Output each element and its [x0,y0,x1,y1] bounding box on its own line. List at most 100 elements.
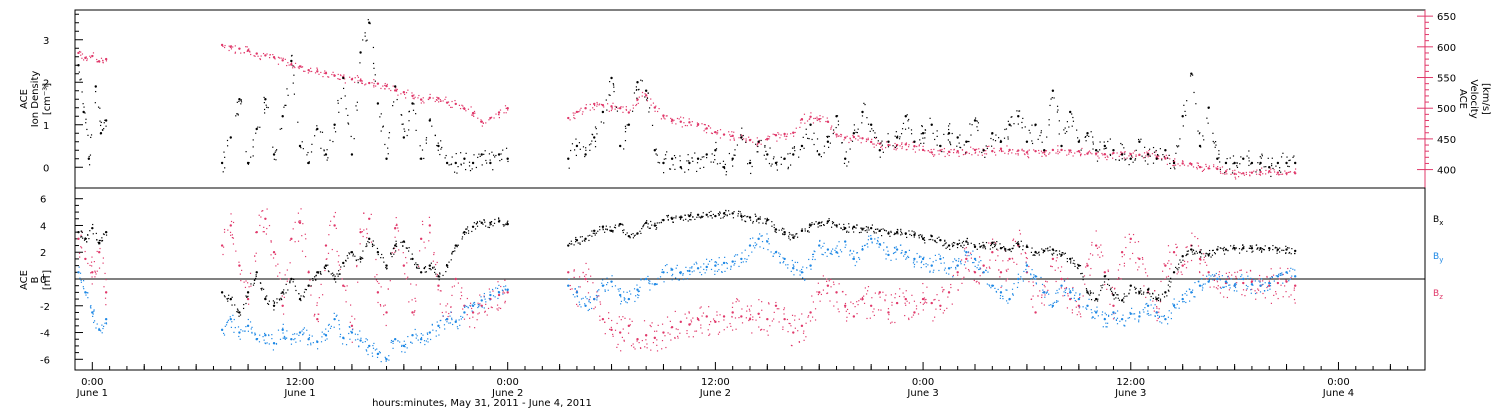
by-dot [792,264,794,266]
velocity-dot [337,78,339,80]
velocity-dot [918,149,920,151]
by-dot [397,340,399,342]
bz-point [1164,264,1167,267]
bz-dot [1200,259,1202,261]
velocity-dot [274,58,276,60]
bz-point [84,257,87,261]
bx-dot [747,215,749,218]
bz-dot [502,292,504,294]
by-dot [1021,278,1023,280]
velocity-dot [1293,171,1295,174]
by-dot [1058,288,1060,290]
bz-dot [773,311,775,313]
velocity-dot [620,106,622,108]
by-dot [1227,276,1229,278]
by-dot [618,290,620,292]
bz-dot [677,335,679,337]
density-dot [1206,117,1208,119]
bz-dot [1227,275,1229,278]
velocity-dot [790,133,792,135]
velocity-dot [741,135,743,137]
bz-dot [1213,286,1215,288]
bx-dot [702,212,704,214]
velocity-dot [673,119,675,121]
density-dot [1124,153,1126,155]
density-dot [728,152,730,155]
density-dot [751,165,753,168]
by-dot [1252,279,1255,281]
density-dot [223,151,225,153]
bz-dot [1225,279,1228,281]
velocity-dot [1284,170,1286,172]
by-dot [793,265,795,267]
bz-dot [103,286,105,288]
velocity-dot [984,153,986,155]
bz-dot [717,333,720,335]
bz-dot [830,286,832,288]
velocity-dot [962,154,965,156]
bx-dot [1115,297,1117,299]
bx-dot [305,289,308,291]
by-dot [233,318,235,321]
by-dot [392,342,394,344]
by-dot [1064,291,1067,294]
velocity-dot [405,92,408,94]
bz-dot [1067,293,1069,295]
bx-dot [96,239,98,241]
velocity-dot [719,137,722,139]
density-dot [292,82,294,84]
bz-dot [736,299,739,301]
bx-dot [395,240,397,242]
by-dot [360,337,362,339]
density-dot [468,165,471,167]
bx-dot [361,256,363,259]
bz-dot [483,295,485,297]
density-dot [374,74,376,76]
density-dot [86,128,88,131]
by-point [471,304,475,307]
density-dot [919,139,921,141]
by-dot [726,262,728,265]
density-dot [237,114,239,116]
bz-dot [305,238,307,240]
bx-dot [1194,252,1196,254]
by-dot [607,289,609,291]
density-dot [1066,130,1068,133]
density-point [1051,89,1055,92]
density-dot [1195,103,1197,105]
bx-dot [1053,252,1055,254]
bx-dot [788,237,790,239]
by-dot [282,327,284,329]
by-dot [787,264,789,266]
bz-dot [952,274,954,277]
bz-dot [1059,270,1062,273]
density-dot [603,122,605,124]
velocity-dot [756,137,758,139]
bx-dot [1101,287,1103,289]
bx-dot [759,218,761,220]
velocity-point [104,57,108,61]
bz-dot [1167,275,1170,277]
bz-dot [856,313,858,315]
density-point [887,140,890,143]
bz-point [766,317,769,321]
by-point [939,257,942,261]
density-point [1207,106,1210,109]
density-dot [949,141,951,143]
by-point [852,257,856,261]
by-dot [1052,302,1054,304]
bz-dot [1219,292,1222,294]
bz-dot [1107,270,1109,273]
velocity-dot [760,143,762,145]
density-dot [406,134,408,137]
velocity-dot [1112,157,1114,159]
bx-dot [467,230,470,232]
by-dot [329,327,332,329]
bx-dot [733,211,735,213]
by-dot [637,291,639,293]
bx-dot [319,272,322,274]
velocity-dot [813,117,815,120]
velocity-dot [447,101,450,103]
bz-dot [942,291,944,293]
bz-dot [679,332,681,334]
